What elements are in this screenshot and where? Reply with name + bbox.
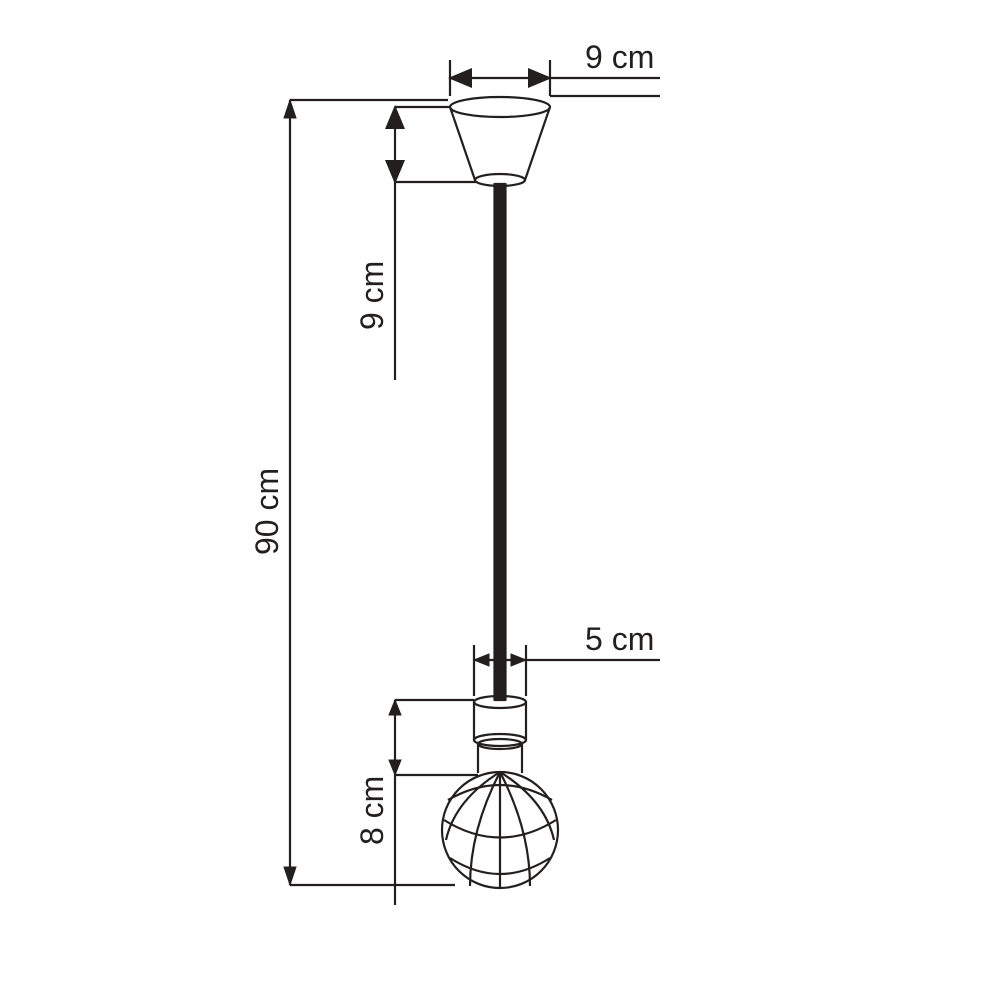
dimension-total-height bbox=[290, 100, 455, 885]
label-canopy-height: 9 cm bbox=[354, 261, 390, 330]
lamp-outline bbox=[442, 97, 558, 888]
cord bbox=[495, 184, 506, 700]
label-holder-width: 5 cm bbox=[585, 621, 654, 657]
label-total-height: 90 cm bbox=[249, 468, 285, 555]
pendant-lamp-dimension-drawing: 9 cm 9 cm 90 cm bbox=[0, 0, 1000, 1000]
label-top-width: 9 cm bbox=[585, 39, 654, 75]
bulb-globe bbox=[442, 772, 558, 888]
bulb-holder bbox=[474, 696, 526, 773]
label-holder-height: 8 cm bbox=[354, 776, 390, 845]
ceiling-canopy bbox=[450, 97, 550, 186]
